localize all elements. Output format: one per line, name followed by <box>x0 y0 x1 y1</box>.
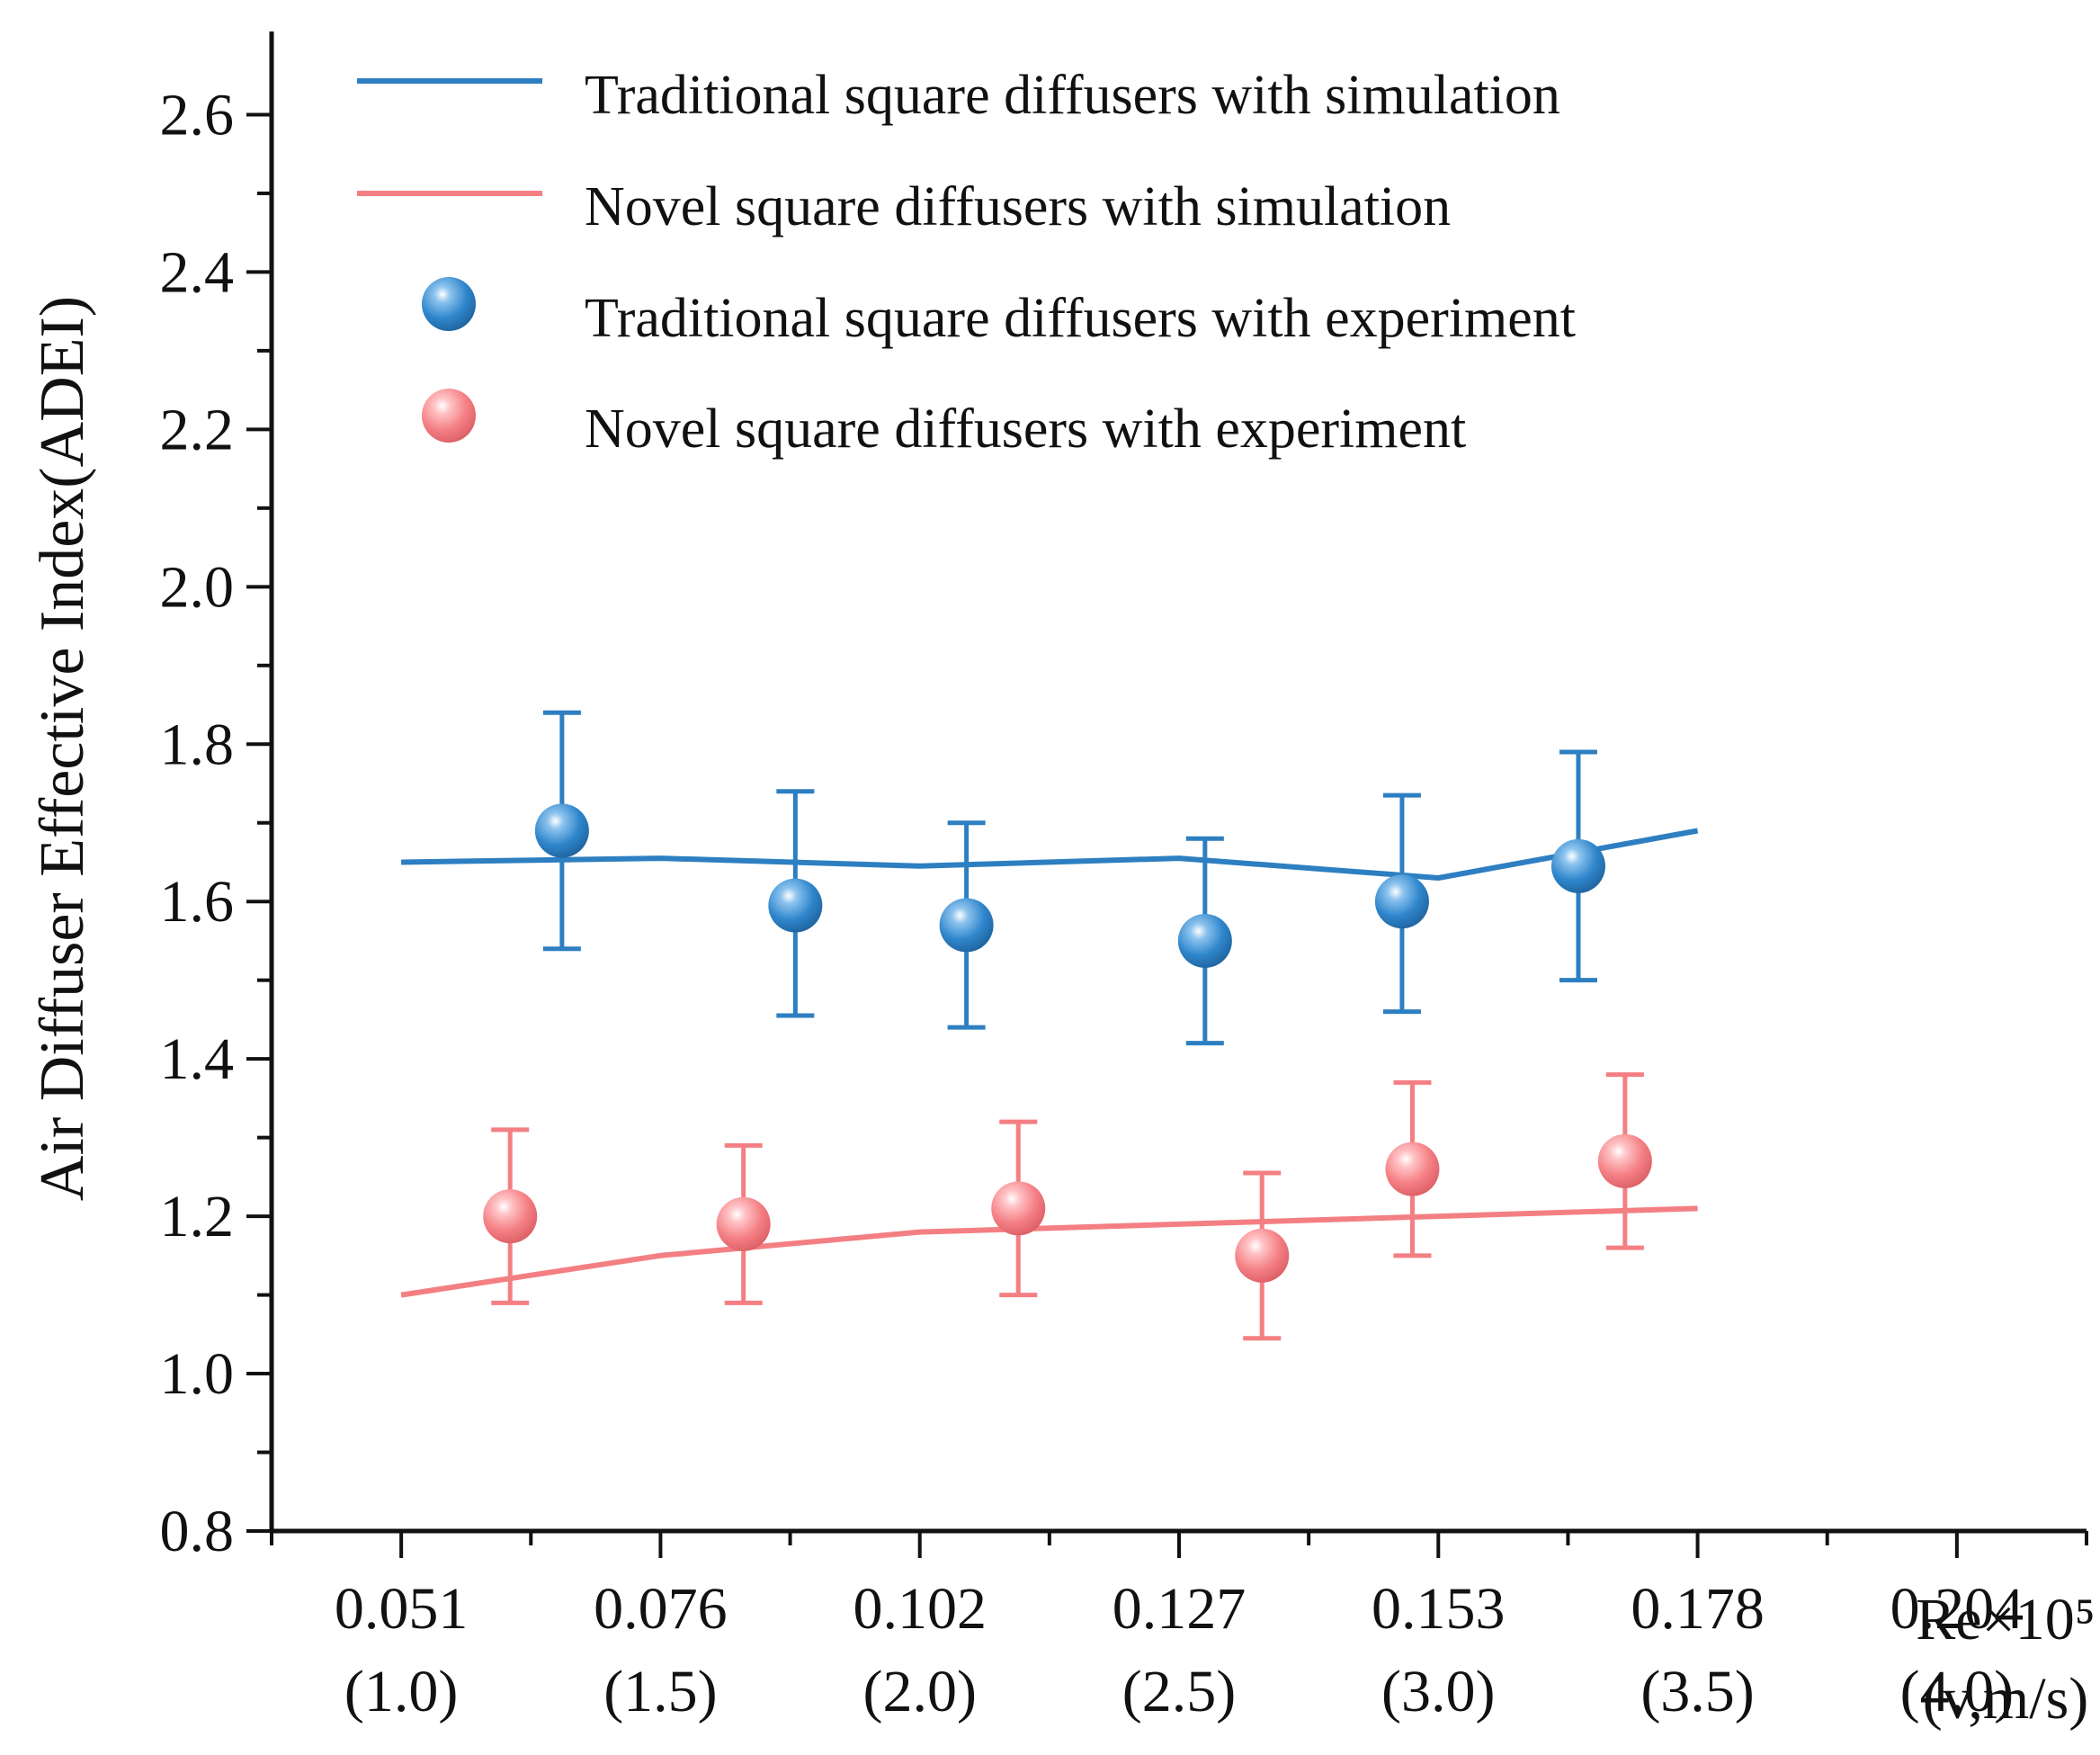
x-axis-title: Re×10⁵ (v,m/s) <box>1916 1587 2096 1732</box>
x-tick-label: 0.076 <box>594 1576 728 1642</box>
data-point-novel-experiment <box>483 1189 538 1244</box>
data-point-traditional-experiment <box>1550 838 1605 893</box>
y-tick-label: 2.2 <box>160 397 235 462</box>
data-point-novel-experiment <box>1385 1142 1440 1196</box>
x-axis-title-line-1: Re×10⁵ <box>1916 1587 2096 1652</box>
x-tick-sublabel: (2.0) <box>862 1659 976 1724</box>
legend-label-novel-experiment: Novel square diffusers with experiment <box>585 398 1466 460</box>
y-tick-label: 1.2 <box>160 1184 235 1249</box>
x-tick-sublabel: (3.5) <box>1640 1659 1754 1724</box>
y-tick-label: 0.8 <box>160 1499 235 1564</box>
legend-label-traditional-simulation: Traditional square diffusers with simula… <box>585 65 1560 126</box>
data-point-traditional-experiment <box>1374 874 1429 929</box>
x-tick-label: 0.127 <box>1113 1576 1247 1642</box>
legend-label-novel-simulation: Novel square diffusers with simulation <box>585 176 1451 237</box>
data-point-traditional-experiment <box>534 803 589 858</box>
data-point-traditional-experiment <box>768 878 823 933</box>
x-axis-title-line-2: (v,m/s) <box>1923 1666 2089 1732</box>
data-point-traditional-experiment <box>1177 913 1232 968</box>
y-tick-label: 2.0 <box>160 554 235 620</box>
series-line-traditional-simulation <box>401 828 1699 881</box>
x-tick-label: 0.051 <box>335 1576 469 1642</box>
data-point-novel-experiment <box>991 1181 1046 1236</box>
x-tick-label: 0.153 <box>1372 1576 1506 1642</box>
plot-area: 0.8 1.0 1.2 1.4 1.6 1.8 2.0 2.2 2.4 2.6 0.051 (1.0)… <box>160 31 2088 1724</box>
y-tick-label: 1.6 <box>160 869 235 935</box>
data-point-novel-experiment <box>1235 1228 1290 1283</box>
x-tick-sublabel: (1.5) <box>603 1659 717 1724</box>
series-line-novel-simulation <box>400 1205 1698 1298</box>
legend-marker-novel-experiment <box>422 389 476 443</box>
x-tick-label: 0.178 <box>1631 1576 1765 1642</box>
x-tick-sublabel: (4.0) <box>1900 1659 2014 1724</box>
x-tick-sublabel: (1.0) <box>344 1659 458 1724</box>
y-axis-title: Air Diffuser Effective Index(ADEI) <box>28 296 97 1201</box>
data-point-novel-experiment <box>716 1196 771 1251</box>
x-tick-sublabel: (3.0) <box>1381 1659 1495 1724</box>
legend-label-traditional-experiment: Traditional square diffusers with experi… <box>585 288 1576 349</box>
x-tick-label: 0.102 <box>853 1576 987 1642</box>
legend: Traditional square diffusers with simula… <box>357 65 1576 460</box>
y-tick-label: 1.0 <box>160 1341 235 1407</box>
legend-marker-traditional-experiment <box>422 277 476 331</box>
y-tick-label: 1.8 <box>160 712 235 777</box>
x-tick-sublabel: (2.5) <box>1122 1659 1236 1724</box>
y-tick-label: 2.6 <box>160 82 235 148</box>
x-tick-label: 0.204 <box>1890 1576 2024 1642</box>
data-point-novel-experiment <box>1597 1133 1652 1188</box>
data-point-traditional-experiment <box>939 898 994 953</box>
y-tick-label: 2.4 <box>160 239 235 305</box>
y-tick-label: 1.4 <box>160 1026 235 1092</box>
